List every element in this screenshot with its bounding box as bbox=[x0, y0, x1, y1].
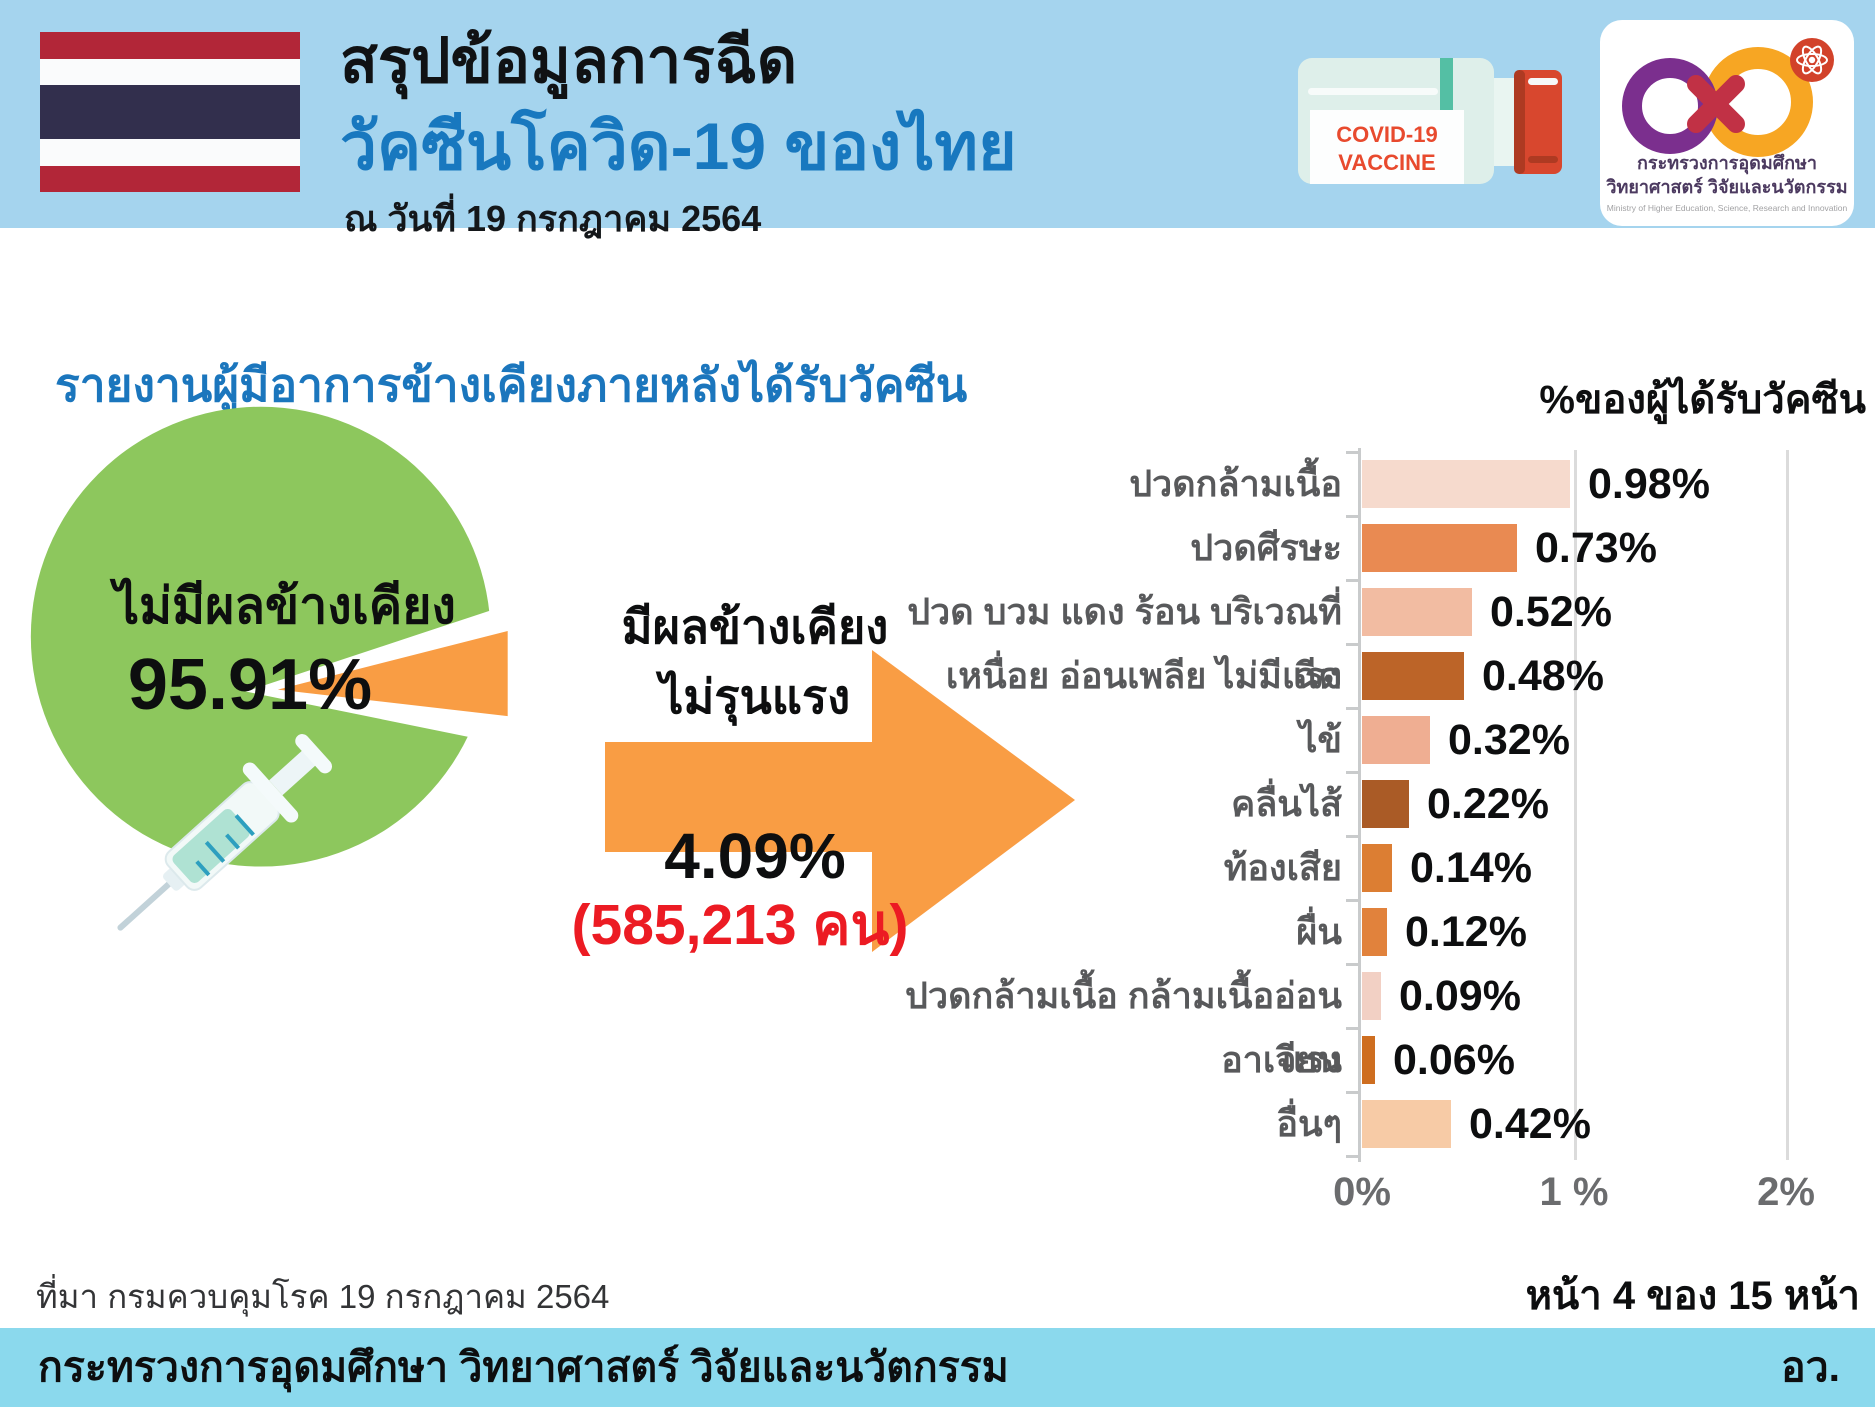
header-banner: สรุปข้อมูลการฉีด วัคซีนโควิด-19 ของไทย ณ… bbox=[0, 0, 1875, 239]
side-effect-label-line1: มีผลข้างเคียง bbox=[621, 600, 889, 653]
x-axis-tick-label: 1 % bbox=[1539, 1170, 1609, 1214]
ministry-logo-english: Ministry of Higher Education, Science, R… bbox=[1606, 203, 1848, 213]
axis-tick bbox=[1346, 706, 1358, 710]
bar-category-label: ผื่น bbox=[1296, 911, 1342, 952]
bar-5 bbox=[1362, 716, 1430, 764]
bar-8 bbox=[1362, 908, 1387, 956]
bar-7 bbox=[1362, 844, 1392, 892]
bar-value-label: 0.32% bbox=[1448, 716, 1570, 764]
vaccine-vial-icon: COVID-19 VACCINE bbox=[1298, 58, 1562, 184]
bar-category-label: ท้องเสีย bbox=[1223, 847, 1342, 888]
bar-value-label: 0.12% bbox=[1405, 908, 1527, 956]
bar-value-label: 0.22% bbox=[1427, 780, 1549, 828]
bar-category-label: ปวดกล้ามเนื้อ bbox=[1129, 463, 1342, 504]
bar-value-label: 0.98% bbox=[1588, 460, 1710, 508]
bar-value-label: 0.52% bbox=[1490, 588, 1612, 636]
axis-tick bbox=[1346, 1154, 1358, 1158]
gridline-1pct bbox=[1574, 450, 1577, 1160]
footer-bar: กระทรวงการอุดมศึกษา วิทยาศาสตร์ วิจัยและ… bbox=[0, 1328, 1875, 1407]
x-axis-tick-label: 0% bbox=[1333, 1170, 1391, 1214]
bar-11 bbox=[1362, 1100, 1451, 1148]
axis-tick bbox=[1346, 770, 1358, 774]
thailand-flag-icon bbox=[40, 32, 300, 192]
footer-ministry-abbr: อว. bbox=[1780, 1344, 1840, 1390]
bar-value-label: 0.06% bbox=[1393, 1036, 1515, 1084]
vial-label-line2: VACCINE bbox=[1338, 150, 1435, 175]
atom-icon bbox=[1790, 38, 1834, 82]
report-date: ณ วันที่ 19 กรกฎาคม 2564 bbox=[344, 198, 762, 239]
bar-10 bbox=[1362, 1036, 1375, 1084]
footer-ministry-name: กระทรวงการอุดมศึกษา วิทยาศาสตร์ วิจัยและ… bbox=[38, 1344, 1009, 1390]
axis-tick bbox=[1346, 578, 1358, 582]
bar-9 bbox=[1362, 972, 1381, 1020]
axis-unit-label: %ของผู้ได้รับวัคซีน bbox=[1539, 378, 1866, 422]
arrow-right-icon bbox=[605, 650, 1075, 952]
bar-value-label: 0.73% bbox=[1535, 524, 1657, 572]
pie-slice-no-side-effect bbox=[30, 406, 491, 867]
y-axis-line bbox=[1358, 448, 1361, 1162]
bar-category-label: ไข้ bbox=[1299, 719, 1342, 760]
side-effect-value: 4.09% bbox=[664, 820, 846, 892]
bar-4 bbox=[1362, 652, 1464, 700]
axis-tick bbox=[1346, 1090, 1358, 1094]
bar-value-label: 0.48% bbox=[1482, 652, 1604, 700]
page-title-line1: สรุปข้อมูลการฉีด bbox=[340, 27, 798, 96]
bar-value-label: 0.14% bbox=[1410, 844, 1532, 892]
bar-category-label: อื่นๆ bbox=[1276, 1103, 1342, 1144]
pie-slice-side-effect bbox=[277, 630, 508, 717]
axis-tick bbox=[1346, 642, 1358, 646]
pie-chart bbox=[30, 406, 520, 867]
bar-3 bbox=[1362, 588, 1472, 636]
axis-tick bbox=[1346, 514, 1358, 518]
side-effect-label-line2: ไม่รุนแรง bbox=[659, 670, 851, 723]
bar-category-label: คลื่นไส้ bbox=[1231, 783, 1342, 824]
ministry-logo-thai-line1: กระทรวงการอุดมศึกษา bbox=[1637, 153, 1817, 173]
vial-label-line1: COVID-19 bbox=[1336, 122, 1437, 147]
gridline-2pct bbox=[1786, 450, 1789, 1160]
bar-value-label: 0.09% bbox=[1399, 972, 1521, 1020]
x-axis-tick-label: 2% bbox=[1757, 1170, 1815, 1214]
infinity-logo-icon bbox=[1622, 38, 1834, 157]
side-effects-bar-chart: ปวดกล้ามเนื้อ 0.98% ปวดศีรษะ 0.73% ปวด บวม แ… bbox=[880, 448, 1875, 1232]
bar-6 bbox=[1362, 780, 1409, 828]
page-title-line2: วัคซีนโควิด-19 ของไทย bbox=[340, 109, 1017, 183]
bar-category-label: ปวด บวม แดง ร้อน บริเวณที่ฉีด bbox=[907, 591, 1342, 696]
bar-category-label: ปวดศีรษะ bbox=[1190, 527, 1342, 568]
bar-2 bbox=[1362, 524, 1517, 572]
axis-tick bbox=[1346, 450, 1358, 454]
axis-tick bbox=[1346, 962, 1358, 966]
ministry-logo: กระทรวงการอุดมศึกษา วิทยาศาสตร์ วิจัยและ… bbox=[1600, 20, 1854, 226]
no-side-effect-value: 95.91% bbox=[127, 645, 373, 725]
side-effect-count: (585,213 คน) bbox=[571, 893, 909, 957]
no-side-effect-label: ไม่มีผลข้างเคียง bbox=[114, 578, 456, 634]
syringe-icon bbox=[117, 734, 333, 931]
source-citation: ที่มา กรมควบคุมโรค 19 กรกฎาคม 2564 bbox=[36, 1278, 610, 1315]
section-title: รายงานผู้มีอาการข้างเคียงภายหลังได้รับวั… bbox=[55, 359, 968, 411]
axis-tick bbox=[1346, 898, 1358, 902]
bar-1 bbox=[1362, 460, 1570, 508]
bar-category-label: เหนื่อย อ่อนเพลีย ไม่มีแรง bbox=[945, 655, 1342, 696]
page-indicator: หน้า 4 ของ 15 หน้า bbox=[1525, 1274, 1860, 1318]
axis-tick bbox=[1346, 834, 1358, 838]
bar-category-label: อาเจียน bbox=[1221, 1039, 1342, 1080]
axis-tick bbox=[1346, 1026, 1358, 1030]
ministry-logo-thai-line2: วิทยาศาสตร์ วิจัยและนวัตกรรม bbox=[1606, 177, 1848, 197]
bar-value-label: 0.42% bbox=[1469, 1100, 1591, 1148]
bar-category-label: ปวดกล้ามเนื้อ กล้ามเนื้ออ่อนแรง bbox=[905, 975, 1342, 1080]
